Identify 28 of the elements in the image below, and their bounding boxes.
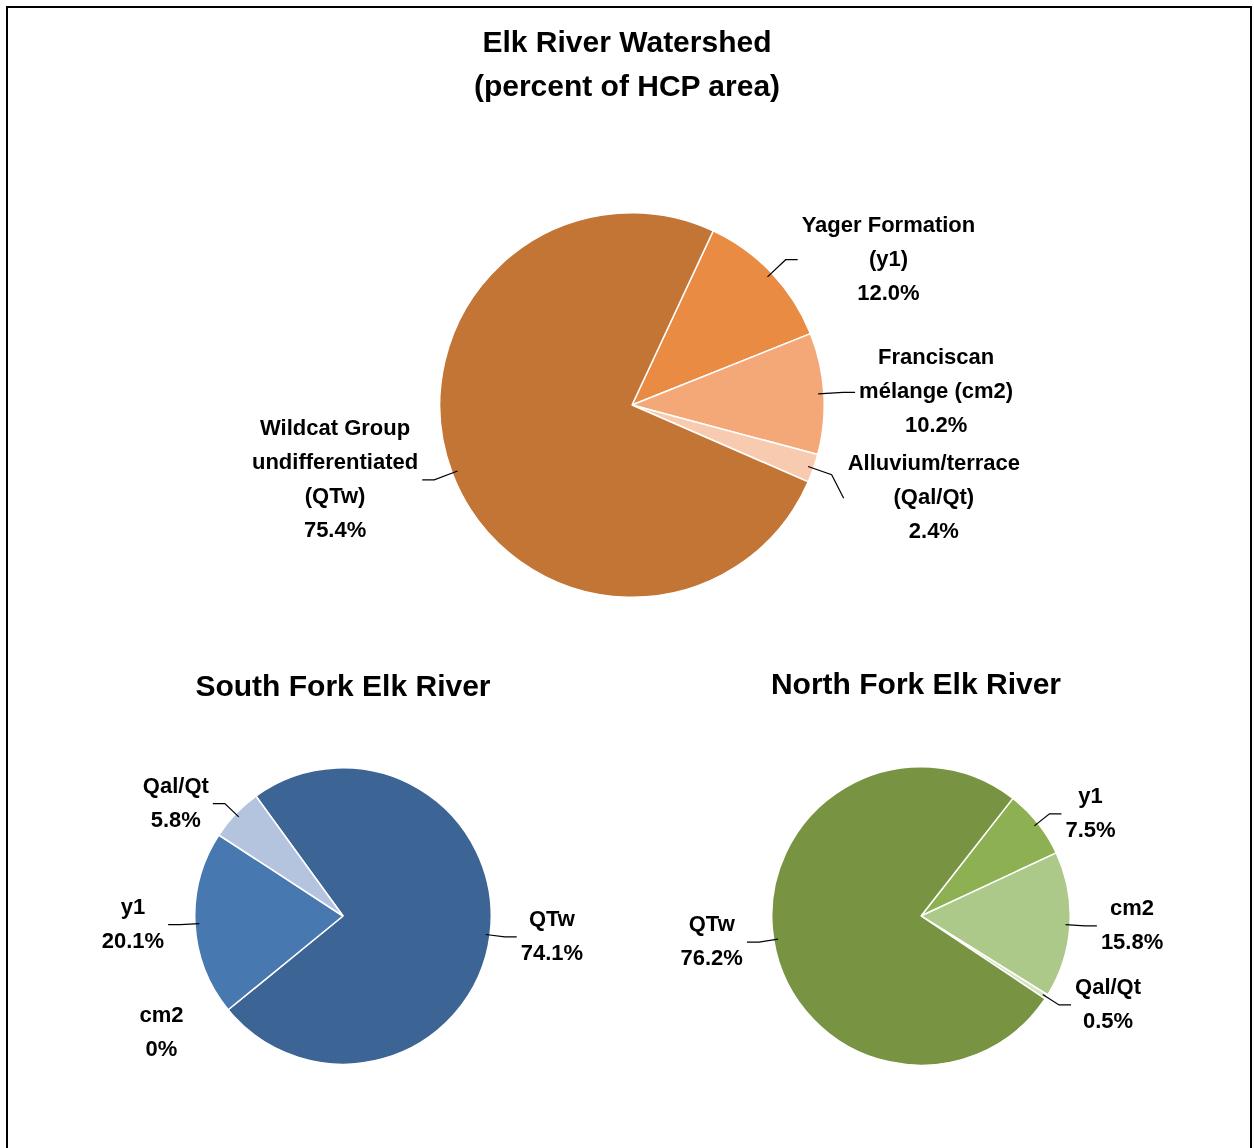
chart-title: South Fork Elk River [194, 668, 492, 704]
slice-label: Wildcat Group undifferentiated (QTw) [251, 414, 419, 508]
text: 0% [145, 1036, 178, 1062]
data-label: 76.2% [680, 945, 743, 971]
slice-label: Qal/Qt [142, 772, 210, 798]
chart-title: North Fork Elk River [769, 666, 1063, 702]
slice-label: Franciscan mélange (cm2) [859, 344, 1014, 404]
slice-label: y1 [1078, 782, 1103, 808]
data-label: 2.4% [908, 518, 959, 544]
slice-label: QTw [528, 906, 576, 932]
category-label: cm2 [139, 1002, 184, 1028]
data-label: 75.4% [303, 516, 367, 542]
slice-label: cm2 [1110, 894, 1155, 920]
slice-label: Alluvium/terrace (Qal/Qt) [847, 450, 1021, 510]
data-label: 0.5% [1082, 1007, 1134, 1033]
slice-label: Yager Formation (y1) [801, 211, 976, 271]
slice-label: y1 [120, 893, 146, 919]
chart-title: Elk River Watershed [482, 25, 772, 58]
data-label: 15.8% [1100, 928, 1164, 954]
slice-label: QTw [688, 911, 736, 937]
slice-label: Qal/Qt [1075, 973, 1142, 999]
data-label: 20.1% [101, 927, 165, 953]
chart-subtitle: (percent of HCP area) [473, 69, 781, 102]
data-label: 74.1% [520, 940, 584, 966]
data-label: 10.2% [904, 412, 968, 438]
data-label: 7.5% [1065, 816, 1116, 842]
data-label: 12.0% [857, 279, 920, 305]
data-label: 5.8% [150, 806, 201, 832]
